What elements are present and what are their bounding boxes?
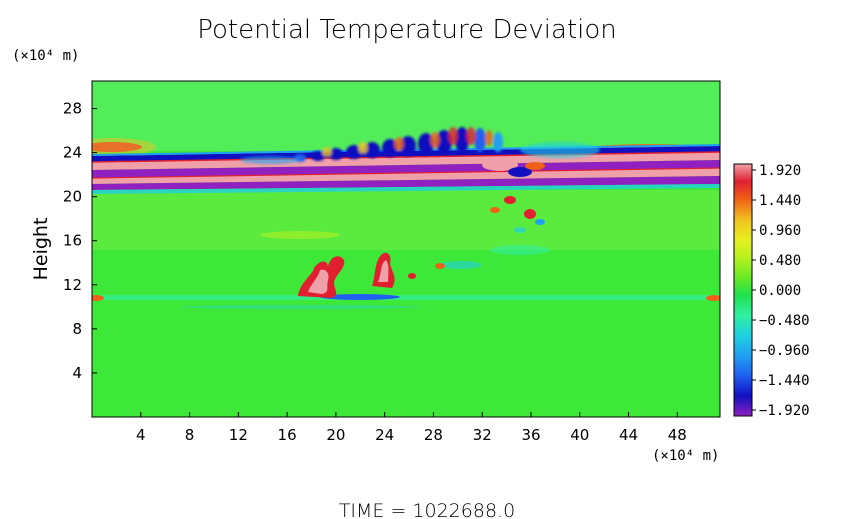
band-edge-red-2 xyxy=(92,167,720,179)
wave-train xyxy=(240,127,600,164)
x-tick-label: 32 xyxy=(473,426,492,444)
y-tick-label: 28 xyxy=(63,100,82,118)
time-label: TIME = 1022688.0 xyxy=(339,500,515,519)
heatmap-field xyxy=(92,81,720,417)
mid-streak-1 xyxy=(438,261,482,269)
band-edge-cyan xyxy=(92,184,720,194)
x-axis-ticks: 4 8 12 16 20 24 28 32 36 40 44 48 xyxy=(136,412,687,444)
band-edge-red-1 xyxy=(92,151,720,163)
cell-small-2 xyxy=(435,263,445,269)
cold-band-3 xyxy=(92,176,720,190)
colorbar-ticks: 1.920 1.440 0.960 0.480 0.000 −0.480 −0.960 −1.… xyxy=(752,163,810,419)
convective-cell-right xyxy=(372,252,395,288)
colorbar-tick-label: −1.440 xyxy=(759,373,810,389)
y-tick-label: 4 xyxy=(72,364,82,382)
band-disturbance xyxy=(482,159,545,233)
x-tick-label: 20 xyxy=(326,426,345,444)
y-unit-label: (×10⁴ m) xyxy=(12,48,79,64)
cold-layer-lower xyxy=(180,305,420,309)
colorbar-tick-label: 1.440 xyxy=(759,193,801,209)
colorbar-tick-label: 0.960 xyxy=(759,223,801,239)
mid-streak-3 xyxy=(260,231,340,239)
x-tick-label: 24 xyxy=(375,426,394,444)
x-tick-label: 12 xyxy=(229,426,248,444)
x-tick-label: 28 xyxy=(424,426,443,444)
cell-small-1 xyxy=(408,273,416,279)
warm-left-edge xyxy=(92,295,104,301)
y-tick-label: 20 xyxy=(63,188,82,206)
x-tick-label: 8 xyxy=(185,426,195,444)
colorbar-tick-label: 0.000 xyxy=(759,283,801,299)
plot-frame xyxy=(91,80,721,418)
cold-band-2 xyxy=(92,160,720,178)
x-tick-label: 4 xyxy=(136,426,146,444)
chart-title: Potential Temperature Deviation xyxy=(197,15,617,45)
colorbar-tick-label: −0.480 xyxy=(759,313,810,329)
cold-layer-core xyxy=(320,294,400,300)
colorbar-tick-label: −1.920 xyxy=(759,403,810,419)
warm-patch-left-halo xyxy=(92,138,156,156)
field-mid-lightband xyxy=(92,190,720,250)
y-axis-label: Height xyxy=(30,218,52,281)
y-axis-ticks: 4 8 12 16 20 24 28 xyxy=(63,100,97,382)
x-unit-label: (×10⁴ m) xyxy=(652,448,719,464)
x-tick-label: 36 xyxy=(521,426,540,444)
y-tick-label: 12 xyxy=(63,276,82,294)
colorbar-tick-label: 1.920 xyxy=(759,163,801,179)
y-tick-label: 8 xyxy=(72,320,82,338)
y-tick-label: 16 xyxy=(63,232,82,250)
cold-layer xyxy=(92,295,720,300)
mid-streak-2 xyxy=(490,245,550,255)
y-tick-label: 24 xyxy=(63,144,82,162)
x-tick-label: 16 xyxy=(278,426,297,444)
colorbar-tick-label: 0.480 xyxy=(759,253,801,269)
colorbar-tick-label: −0.960 xyxy=(759,343,810,359)
warm-band-2 xyxy=(92,168,720,184)
x-tick-label: 40 xyxy=(570,426,589,444)
x-tick-label: 44 xyxy=(619,426,638,444)
colorbar xyxy=(733,163,753,417)
x-tick-label: 48 xyxy=(668,426,687,444)
convective-cell-left xyxy=(298,256,345,298)
warm-right-edge xyxy=(706,295,720,301)
